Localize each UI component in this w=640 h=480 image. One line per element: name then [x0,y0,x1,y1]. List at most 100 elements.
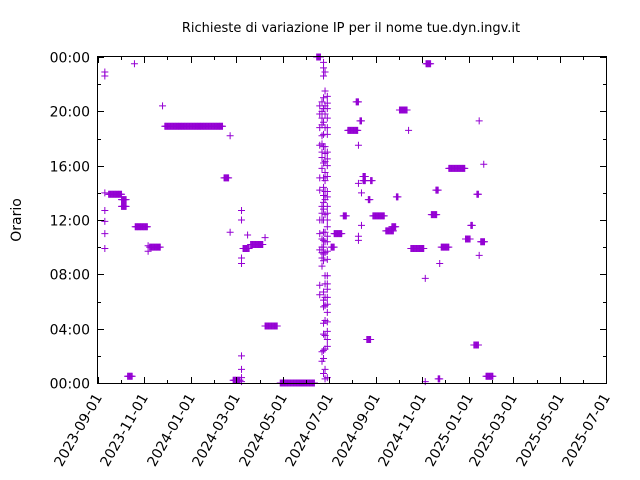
x-tick-label: 2023-09-01 [51,391,106,469]
data-point [338,230,346,238]
data-point [320,205,328,213]
data-point [273,322,281,330]
plot-frame [97,56,607,384]
data-point [321,168,329,176]
data-point [323,193,331,201]
data-point [323,293,331,301]
data-point [122,202,130,210]
data-point [323,155,331,163]
data-point [480,160,488,168]
y-tick-label: 12:00 [50,214,90,230]
data-point [342,212,350,220]
data-point [320,250,328,258]
data-point [320,183,328,191]
data-point [323,105,331,113]
y-tick-label: 04:00 [50,323,90,339]
data-point [316,281,324,289]
data-point [436,375,444,383]
data-point [320,330,328,338]
data-point [354,179,362,187]
data-point [466,235,474,243]
data-point [101,206,109,214]
data-point [323,272,331,280]
data-point [445,243,453,251]
x-tick-label: 2024-03-01 [189,391,244,469]
data-point [323,216,331,224]
data-point [394,193,402,201]
data-point [330,243,338,251]
data-point [320,159,328,167]
data-point [321,143,329,151]
data-point [323,130,331,138]
data-point [101,72,109,80]
data-point [318,164,326,172]
data-point [323,92,331,100]
data-point [354,126,362,134]
data-point [101,217,109,225]
data-point [323,318,331,326]
data-point [316,186,324,194]
data-point [318,98,326,106]
data-point [122,196,130,204]
data-point [101,245,109,253]
data-point [130,60,138,68]
data-point [323,308,331,316]
data-point [321,110,329,118]
data-point [354,141,362,149]
data-point [321,87,329,95]
y-tick-label: 20:00 [50,105,90,121]
data-point [245,245,253,253]
data-point [128,372,136,380]
data-point [475,251,483,259]
data-point [321,331,329,339]
data-point [436,259,444,267]
data-point [357,221,365,229]
data-point [320,236,328,244]
y-axis-label: Orario [9,198,25,242]
data-point [238,259,246,267]
data-point [323,209,331,217]
data-point [323,148,331,156]
data-point [316,230,324,238]
data-point [238,206,246,214]
data-point [320,288,328,296]
data-point [156,243,164,251]
data-point [259,240,267,248]
data-point [320,118,328,126]
data-point [238,216,246,224]
data-point [392,223,400,231]
data-point [481,238,489,246]
data-point [321,177,329,185]
data-point [323,327,331,335]
data-point [474,341,482,349]
y-axis: 00:00 04:00 08:00 12:00 16:00 20:00 00:00 [50,51,606,393]
data-point [461,164,469,172]
data-point [225,174,233,182]
data-point [321,68,329,76]
data-point [323,285,331,293]
data-point [226,228,234,236]
y-tick-label: 00:00 [50,377,90,393]
chart-title: Richieste di variazione IP per il nome t… [182,21,520,36]
data-point [320,355,328,363]
data-point [323,223,331,231]
data-point [320,192,328,200]
data-point [226,132,234,140]
data-point [159,102,167,110]
data-point [474,190,482,198]
data-points [101,53,497,387]
data-point [420,245,428,253]
x-tick-label: 2024-11-01 [375,391,430,469]
x-tick-label: 2025-07-01 [559,391,614,469]
data-point [101,189,109,197]
data-point [320,346,328,354]
data-point [434,186,442,194]
data-point [427,60,435,68]
data-point [421,274,429,282]
data-point [323,124,331,132]
data-point [320,94,328,102]
data-point [489,372,497,380]
data-point [380,212,388,220]
data-point [323,336,331,344]
